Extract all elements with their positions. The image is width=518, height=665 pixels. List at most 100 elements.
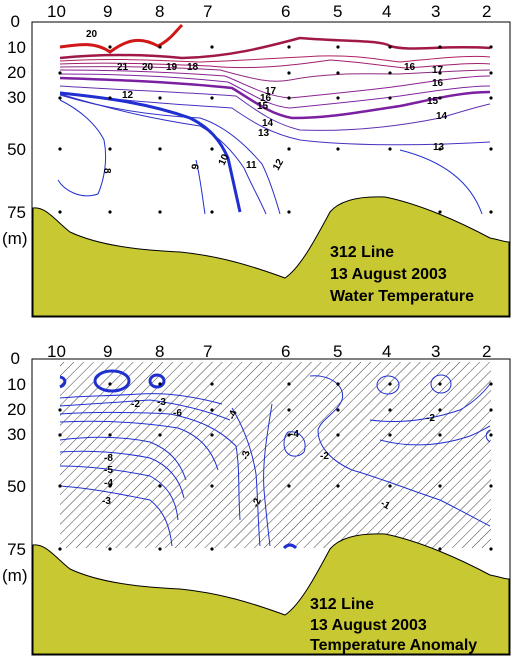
top-clabel-13r: 13: [433, 142, 445, 153]
top-station-10: 10: [47, 2, 66, 21]
bottom-clabel-4c: -4: [290, 429, 299, 440]
anomaly-contour-labels: -2 -3 -6 -4 -8 -5 -4 -3 -4 -3 -2 -1 -2 -…: [102, 397, 435, 512]
anomaly-c-2: [59, 393, 223, 405]
anomaly-bathymetry: [32, 533, 510, 655]
top-clabel-13: 13: [258, 128, 270, 139]
top-clabel-15r: 15: [427, 96, 439, 107]
contour-12: [59, 94, 281, 215]
top-station-5: 5: [333, 2, 342, 21]
top-clabel-15: 15: [257, 101, 269, 112]
anomaly-c-4b: [59, 465, 179, 521]
bottom-caption-line-2: 13 August 2003: [310, 617, 427, 634]
bottom-caption-line-3: Temperature Anomaly: [310, 637, 477, 654]
bottom-clabel-3c: -3: [240, 449, 252, 460]
bottom-clabel-6: -6: [173, 408, 182, 419]
contour-8: [57, 99, 107, 197]
anomaly-c-right: [485, 429, 491, 443]
contour-14: [59, 85, 491, 131]
anomaly-blob-9: [93, 369, 131, 393]
top-clabel-14: 14: [262, 118, 274, 129]
temperature-contour-labels: 20 21 20 19 18 17 16 15 14 13 12 16 17 1…: [86, 29, 448, 174]
top-station-4: 4: [382, 2, 391, 21]
top-depth-unit: (m): [2, 229, 27, 248]
contour-10: [59, 91, 242, 213]
temperature-bathymetry: [32, 196, 510, 317]
bottom-clabel-2c: -2: [426, 413, 435, 424]
bottom-clabel-3b: -3: [102, 496, 111, 507]
bottom-station-3: 3: [431, 342, 440, 361]
bottom-clabel-8: -8: [104, 453, 113, 464]
anomaly-c-2d: [369, 383, 491, 422]
top-clabel-17r: 17: [432, 65, 444, 76]
anomaly-loop-3: [430, 374, 452, 394]
top-clabel-9: 9: [190, 163, 202, 171]
anomaly-panel: 10 9 8 7 6 5 4 3 2 0 10 20 30 50 75 (m): [2, 342, 511, 656]
top-clabel-8: 8: [101, 168, 112, 174]
top-clabel-17: 17: [265, 86, 277, 97]
anomaly-c-8: [59, 436, 187, 481]
contour-13: [59, 91, 491, 146]
anomaly-c-4a: [59, 412, 241, 521]
top-clabel-18: 18: [187, 62, 199, 73]
top-depth-0: 0: [11, 12, 20, 31]
anomaly-blob-10: [59, 375, 67, 389]
contour-12-right: [399, 149, 483, 215]
top-station-8: 8: [155, 2, 164, 21]
bottom-station-6: 6: [281, 342, 290, 361]
bottom-clabel-3: -3: [157, 397, 166, 408]
bottom-station-10: 10: [47, 342, 66, 361]
top-clabel-19: 19: [166, 62, 178, 73]
bottom-clabel-2: -2: [131, 399, 140, 410]
bottom-station-4: 4: [382, 342, 391, 361]
bottom-clabel-2b: -2: [250, 496, 264, 509]
top-station-2: 2: [482, 2, 491, 21]
anomaly-c-2e: [379, 425, 491, 446]
top-clabel-16rr: 16: [432, 78, 444, 89]
top-clabel-16: 16: [260, 93, 272, 104]
temperature-depth-labels: 0 10 20 30 50 75 (m): [2, 12, 27, 248]
anomaly-c-5: [59, 450, 185, 499]
anomaly-c-7-loop: [283, 431, 306, 457]
contour-9: [195, 159, 206, 215]
temperature-contours: [57, 23, 491, 215]
bottom-depth-0: 0: [11, 349, 20, 368]
anomaly-c-3c: [231, 407, 261, 547]
anomaly-c-3: [59, 399, 231, 421]
bottom-station-9: 9: [103, 342, 112, 361]
top-clabel-10: 10: [217, 152, 232, 167]
top-clabel-12: 12: [122, 90, 134, 101]
bottom-station-5: 5: [333, 342, 342, 361]
anomaly-loop-4: [376, 375, 400, 395]
top-station-6: 6: [281, 2, 290, 21]
anomaly-c-3b: [59, 485, 173, 547]
contour-15: [59, 76, 491, 120]
bottom-station-7: 7: [203, 342, 212, 361]
contour-16: [59, 73, 491, 109]
temperature-sample-points: [58, 45, 493, 214]
contour-20: [59, 55, 491, 63]
contour-21: [59, 36, 491, 60]
anomaly-depth-labels: 0 10 20 30 50 75 (m): [2, 349, 27, 585]
top-depth-10: 10: [7, 38, 26, 57]
top-depth-30: 30: [7, 88, 26, 107]
anomaly-c-1: [351, 469, 491, 527]
contour-20-warm: [59, 23, 184, 54]
top-station-7: 7: [203, 2, 212, 21]
temperature-frame: [31, 21, 511, 318]
contour-19: [59, 59, 491, 69]
anomaly-hatched-region: [60, 362, 491, 548]
bottom-station-8: 8: [155, 342, 164, 361]
anomaly-c-2c: [309, 375, 353, 471]
anomaly-contours: [59, 369, 491, 550]
bottom-station-2: 2: [482, 342, 491, 361]
top-clabel-20: 20: [86, 29, 98, 40]
top-station-3: 3: [431, 2, 440, 21]
top-station-9: 9: [103, 2, 112, 21]
anomaly-c-bottom-6: [282, 543, 298, 550]
anomaly-c-2b: [263, 403, 273, 547]
anomaly-blob-8: [148, 373, 166, 389]
top-clabel-16r: 16: [404, 62, 416, 73]
bottom-clabel-5: -5: [104, 465, 113, 476]
anomaly-frame: [31, 358, 511, 656]
